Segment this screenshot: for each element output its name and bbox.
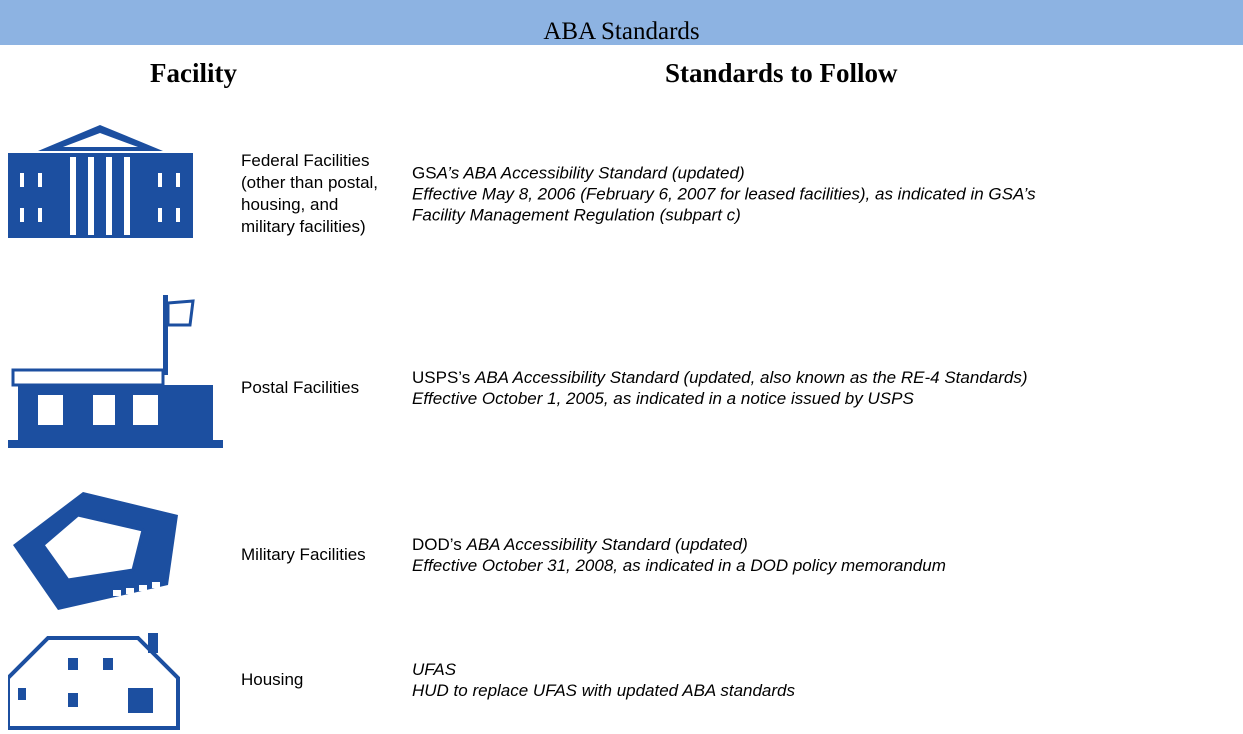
standard-line: Effective October 31, 2008, as indicated…: [412, 555, 946, 576]
column-header: Standards to Follow: [665, 58, 898, 88]
standard: GSA’s ABA Accessibility Standard (update…: [412, 163, 1036, 226]
title-bar: ABA Standards: [0, 0, 1243, 45]
text-segment: DOD’s: [412, 535, 467, 554]
text-segment: UFAS: [412, 659, 457, 679]
standard: USPS’s ABA Accessibility Standard (updat…: [412, 367, 1027, 409]
facility: Military Facilities: [241, 545, 366, 564]
row: Housing UFAS HUD to replace UFAS with upd…: [0, 625, 1243, 734]
text-segment: ABA Accessibility Standard (updated, als…: [475, 367, 1028, 387]
standard: UFAS HUD to replace UFAS with updated ABA…: [412, 659, 795, 701]
text-segment: HUD to replace UFAS with updated ABA sta…: [412, 680, 795, 700]
standard-line: DOD’s ABA Accessibility Standard (update…: [412, 534, 946, 555]
housing-icon: [8, 633, 180, 730]
standard-line: USPS’s ABA Accessibility Standard (updat…: [412, 367, 1027, 388]
military-icon: [13, 492, 178, 610]
row: Military Facilities DOD’s ABA Accessibil…: [0, 485, 1243, 625]
postal-icon: [8, 295, 223, 448]
text-segment: USPS’s: [412, 367, 475, 387]
text-segment: Facility Management Regulation (subpart …: [412, 205, 741, 225]
row: Federal Facilities (other than postal, h…: [0, 98, 1243, 290]
standard-line: Facility Management Regulation (subpart …: [412, 205, 1036, 226]
text-segment: GS: [412, 163, 437, 183]
standard-line: GSA’s ABA Accessibility Standard (update…: [412, 163, 1036, 184]
standard-line: Effective May 8, 2006 (February 6, 2007 …: [412, 184, 1036, 205]
text-segment: Effective October 1, 2005, as indicated …: [412, 388, 914, 408]
federal-icon: [8, 125, 193, 238]
text-segment: ABA Accessibility Standard (updated): [466, 535, 748, 554]
standard-line: Effective October 1, 2005, as indicated …: [412, 388, 1027, 409]
title: ABA Standards: [543, 18, 700, 45]
text-segment: Effective October 31, 2008, as indicated…: [412, 556, 946, 575]
standard-line: UFAS: [412, 659, 795, 680]
standard: DOD’s ABA Accessibility Standard (update…: [412, 534, 946, 576]
facility: Postal Facilities: [241, 377, 360, 397]
facility: Federal Facilities (other than postal, h…: [241, 151, 379, 236]
text-segment: Effective May 8, 2006 (February 6, 2007 …: [412, 184, 1036, 204]
column-header: Facility: [150, 58, 237, 88]
facility: Housing: [241, 669, 304, 689]
row: Postal Facilities USPS’s ABA Accessibili…: [0, 290, 1243, 485]
text-segment: A’s ABA Accessibility Standard (updated): [436, 163, 745, 183]
standard-line: HUD to replace UFAS with updated ABA sta…: [412, 680, 795, 701]
